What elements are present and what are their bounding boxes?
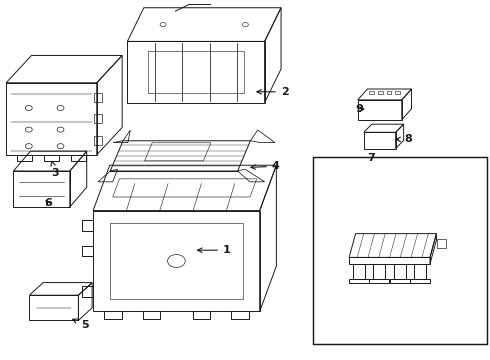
- Bar: [94, 114, 102, 123]
- Bar: [387, 91, 392, 94]
- Bar: [313, 157, 487, 344]
- Bar: [94, 136, 102, 145]
- Text: 5: 5: [73, 319, 89, 330]
- Text: 7: 7: [368, 153, 375, 163]
- Bar: [395, 91, 400, 94]
- Bar: [369, 279, 389, 283]
- Bar: [369, 91, 374, 94]
- Bar: [390, 279, 410, 283]
- Text: 1: 1: [197, 245, 231, 255]
- Text: 3: 3: [51, 161, 59, 178]
- Bar: [94, 93, 102, 102]
- Bar: [349, 279, 368, 283]
- Bar: [438, 239, 446, 248]
- Bar: [411, 279, 430, 283]
- Bar: [378, 91, 383, 94]
- Text: 9: 9: [356, 104, 364, 114]
- Text: 6: 6: [44, 198, 52, 208]
- Text: 2: 2: [257, 87, 289, 97]
- Text: 8: 8: [396, 134, 412, 144]
- Text: 4: 4: [251, 161, 280, 171]
